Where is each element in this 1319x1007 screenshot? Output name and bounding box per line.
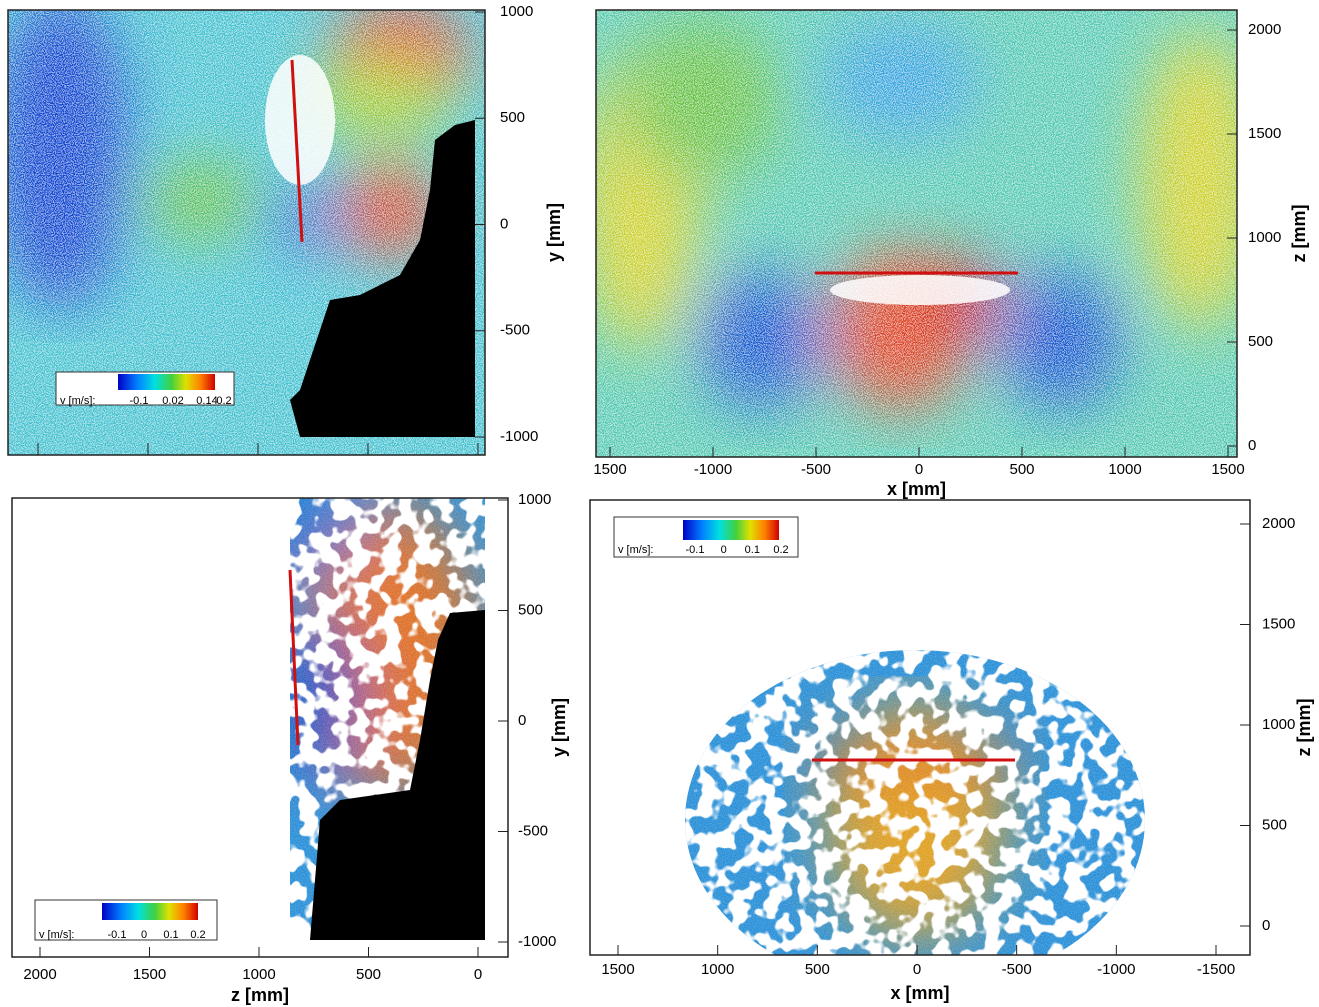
x-tick-label: 0 — [915, 461, 923, 478]
empty-zone — [265, 55, 335, 185]
colorbar-tick-label: 0 — [141, 929, 147, 941]
y-tick-label: 1000 — [518, 491, 551, 508]
x-tick-label: 0 — [474, 966, 482, 983]
x-tick-label: 1000 — [1108, 461, 1141, 478]
x-tick-label: 500 — [805, 961, 830, 978]
colorbar-tick-label: -0.1 — [130, 395, 149, 407]
model-silhouette — [310, 610, 485, 940]
frame — [595, 9, 1238, 458]
y-tick-label: 0 — [1262, 917, 1270, 934]
x-axis-label: x [mm] — [890, 983, 949, 1003]
colorbar-tick-label: 0.14 — [196, 395, 217, 407]
x-tick-label: 1500 — [601, 961, 634, 978]
x-tick-label: 2000 — [23, 966, 56, 983]
x-tick-label: 0 — [913, 961, 921, 978]
x-tick-label: 1000 — [701, 961, 734, 978]
x-tick-label: 1000 — [242, 966, 275, 983]
frame — [589, 499, 1251, 956]
y-tick-label: 2000 — [1262, 515, 1295, 532]
y-tick-label: 0 — [1248, 437, 1256, 454]
colorbar-tick-label: 0.2 — [190, 929, 205, 941]
x-tick-label: -1000 — [694, 461, 732, 478]
x-tick-label: 500 — [1009, 461, 1034, 478]
y-tick-label: 1000 — [1262, 716, 1295, 733]
colorbar-tick-label: 0.1 — [163, 929, 178, 941]
y-tick-label: 500 — [518, 601, 543, 618]
x-tick-label: -1500 — [1197, 961, 1235, 978]
panel: 1000 500 0 -500 -1000 y [mm] v [m/s]: -0.1 0.02 0… — [7, 3, 564, 456]
x-tick-label: -500 — [1002, 961, 1032, 978]
y-tick-label: -1000 — [500, 428, 538, 445]
colorbar-tick-label: 0 — [721, 544, 727, 556]
colorbar-tick-label: -0.1 — [108, 929, 127, 941]
empty-zone — [830, 275, 1010, 305]
y-tick-label: 500 — [1248, 333, 1273, 350]
y-tick-label: -1000 — [518, 933, 556, 950]
sparse — [590, 500, 1250, 955]
y-axis-label: z [mm] — [1289, 205, 1309, 263]
x-tick-label: 1500 — [133, 966, 166, 983]
y-tick-label: 1500 — [1262, 615, 1295, 632]
y-axis-label: y [mm] — [549, 698, 569, 757]
x-tick-label: 500 — [356, 966, 381, 983]
colorbar — [102, 903, 198, 920]
colorbar-tick-label: 0.2 — [773, 544, 788, 556]
colorbar — [683, 520, 779, 540]
y-tick-label: -500 — [500, 322, 530, 339]
y-tick-label: 1000 — [500, 3, 533, 20]
frame — [11, 497, 509, 958]
model-silhouette — [290, 120, 475, 437]
y-tick-label: 1000 — [1248, 229, 1281, 246]
y-axis-label: z [mm] — [1294, 699, 1314, 757]
field — [12, 498, 508, 957]
y-tick-label: -500 — [518, 822, 548, 839]
y-axis-label: y [mm] — [544, 203, 564, 262]
colorbar-label: v [m/s]: — [618, 544, 653, 556]
y-tick-label: 500 — [500, 109, 525, 126]
colorbar-label: v [m/s]: — [60, 395, 95, 407]
x-tick-label: 1500 — [1211, 461, 1244, 478]
field — [596, 10, 1237, 457]
colorbar-tick-label: 0.1 — [745, 544, 760, 556]
plate-line — [288, 569, 300, 746]
y-tick-label: 500 — [1262, 816, 1287, 833]
colorbar — [118, 374, 215, 390]
plate-line — [290, 59, 304, 243]
colorbar-tick-label: 0.2 — [216, 395, 231, 407]
y-tick-label: 2000 — [1248, 21, 1281, 38]
y-tick-label: 0 — [500, 215, 508, 232]
x-axis-label: x [mm] — [887, 479, 946, 499]
panel: 0 500 1000 1500 2000 z [mm] 1500 -1000 -500 0 500 1… — [593, 9, 1309, 499]
x-axis-label: z [mm] — [231, 985, 289, 1005]
colorbar-tick-label: -0.1 — [686, 544, 705, 556]
colorbar-label: v [m/s]: — [39, 929, 74, 941]
y-tick-label: 0 — [518, 712, 526, 729]
panel: 0 500 1000 1500 2000 z [mm] 1500 1000 500 0 -500 -1… — [589, 499, 1314, 1003]
colorbar-tick-label: 0.02 — [162, 395, 183, 407]
panel: 1000 500 0 -500 -1000 y [mm] 2000 1500 1000 500 0 z… — [11, 491, 569, 1005]
y-tick-label: 1500 — [1248, 125, 1281, 142]
x-tick-label: -1000 — [1097, 961, 1135, 978]
frame — [7, 9, 486, 456]
field — [590, 500, 1250, 955]
x-tick-label: -500 — [801, 461, 831, 478]
x-tick-label: 1500 — [593, 461, 626, 478]
speckle — [596, 10, 1237, 457]
